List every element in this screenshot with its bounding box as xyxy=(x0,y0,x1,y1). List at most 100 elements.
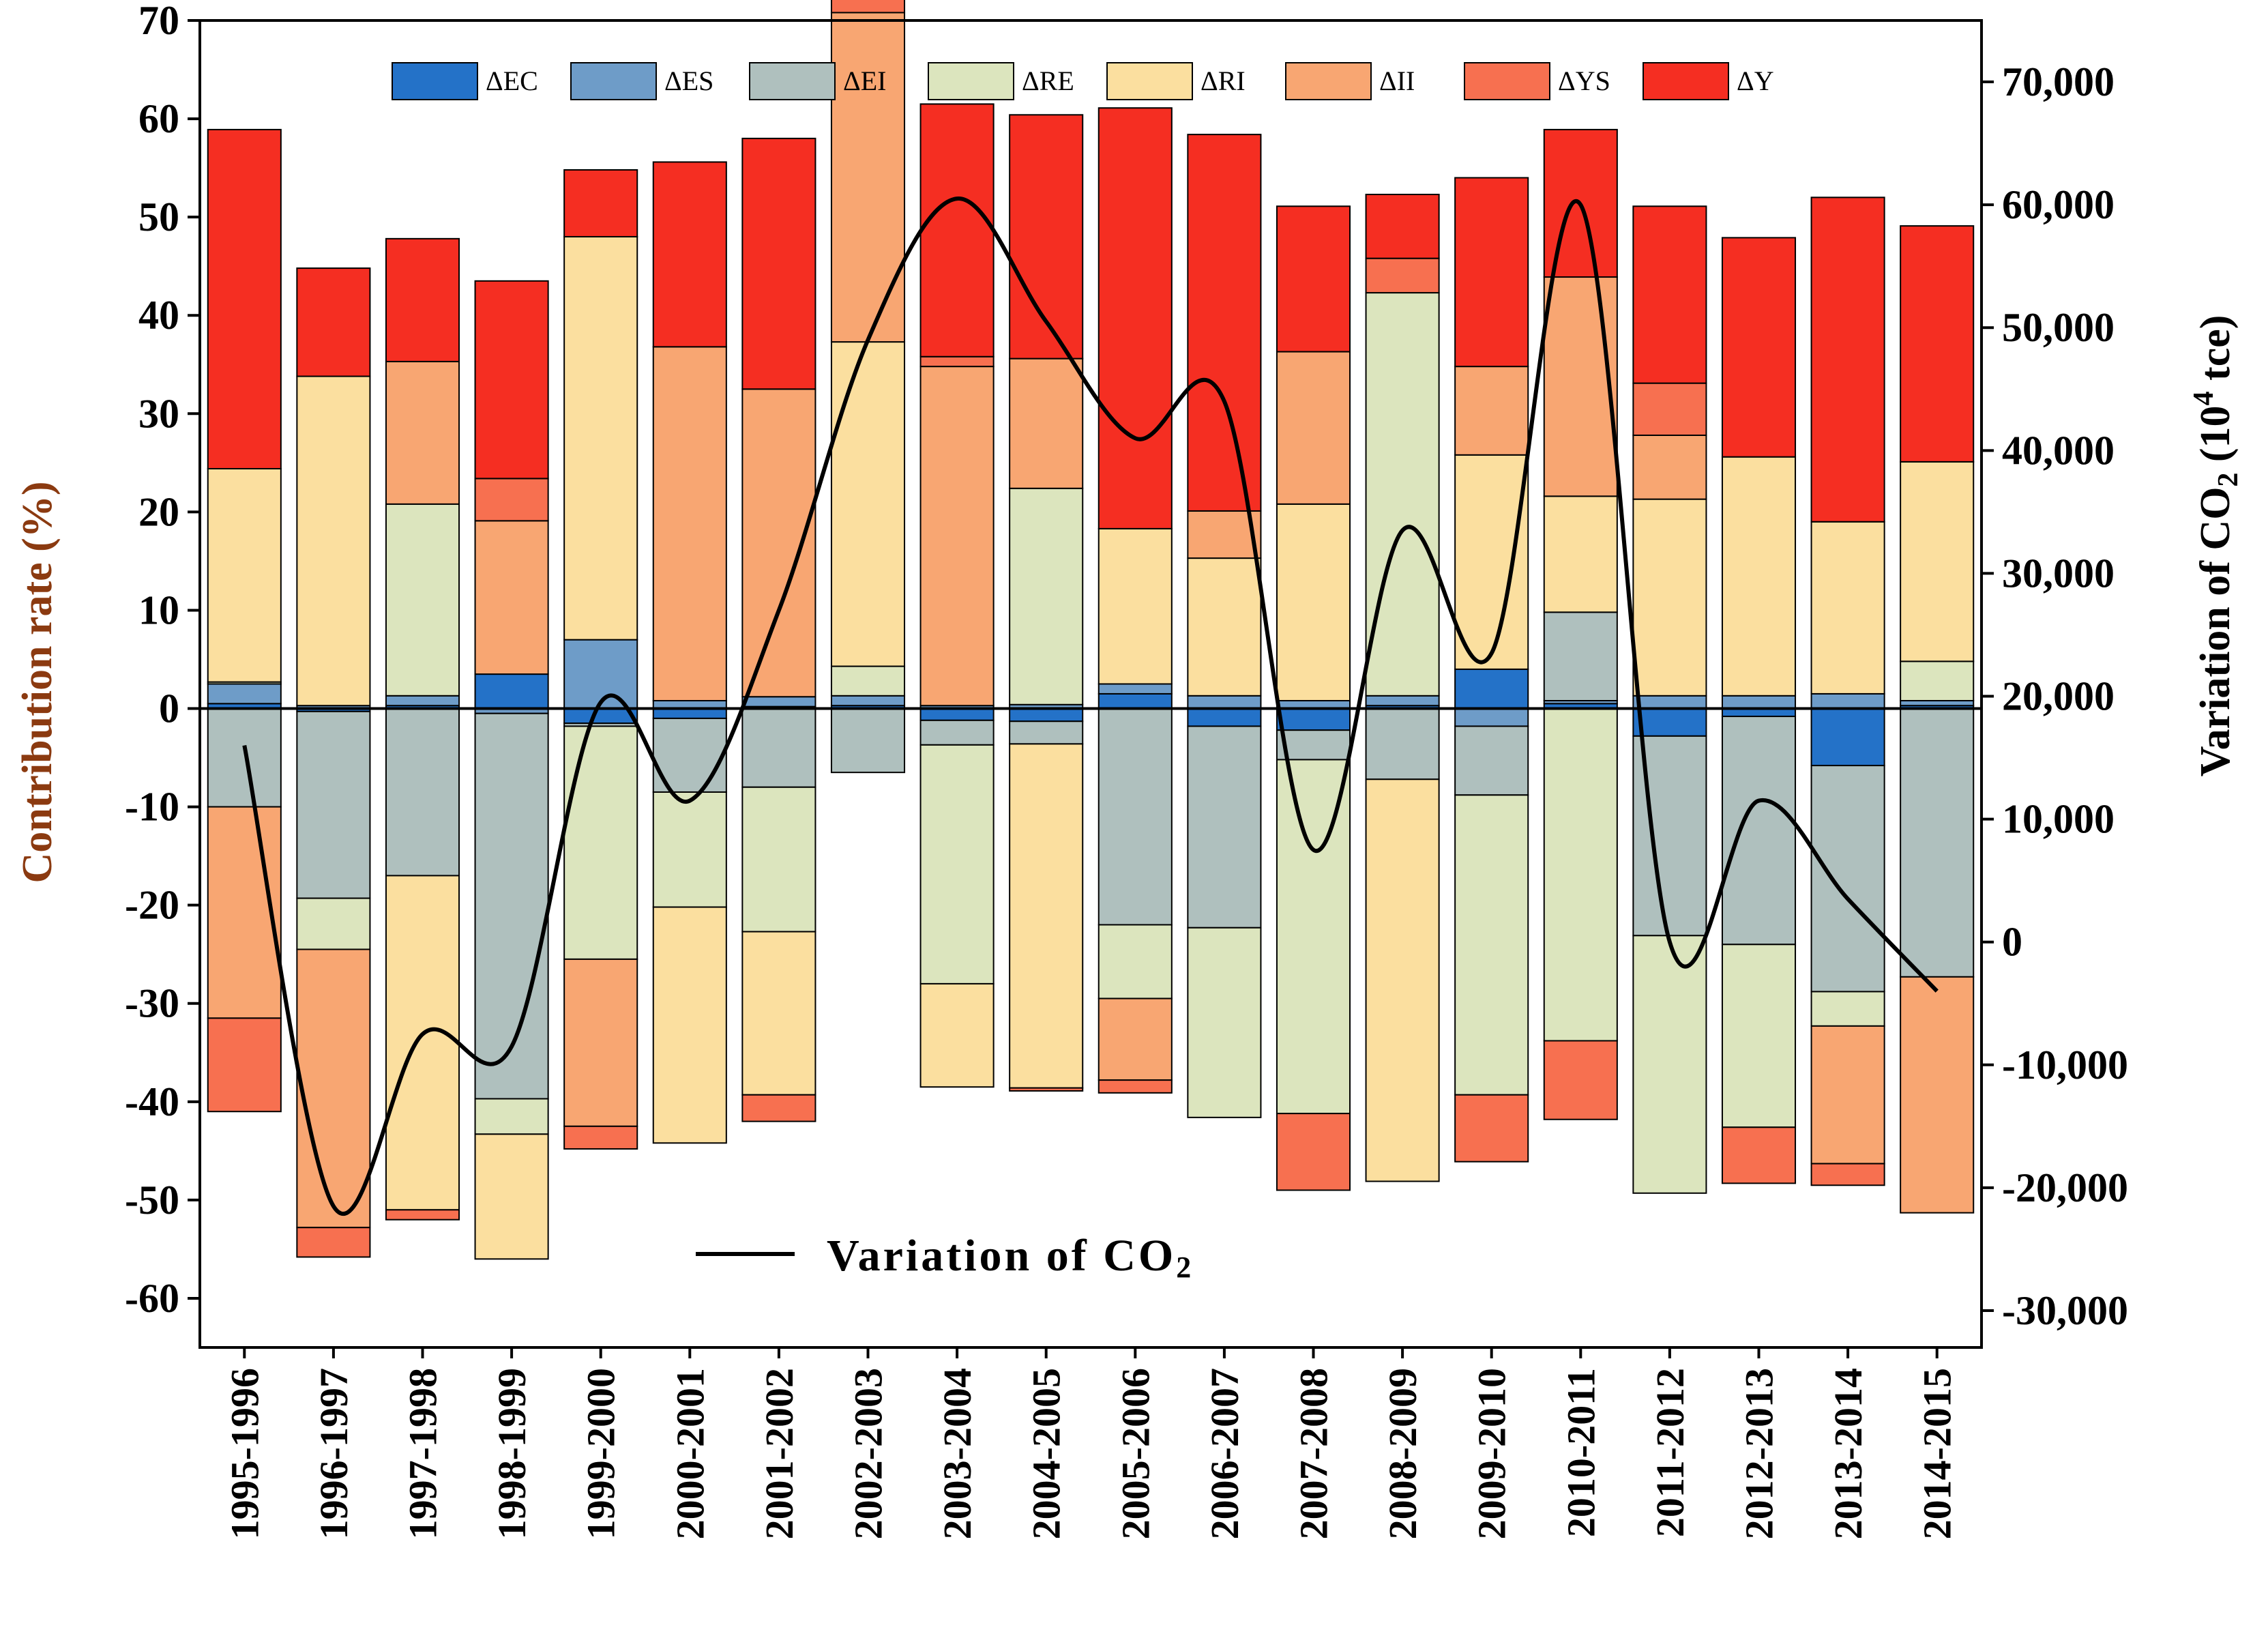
bar-segment-2002-2003-s4 xyxy=(830,341,906,667)
line-legend: Variation of CO2 xyxy=(696,1231,1194,1284)
bar-segment-2006-2007-s2 xyxy=(1187,725,1262,929)
x-tick-label: 1997-1998 xyxy=(401,1368,445,1539)
bar-segment-1999-2000-s0 xyxy=(563,707,638,725)
bar-segment-2005-2006-s0 xyxy=(1098,692,1173,710)
legend-label: ΔRE xyxy=(1022,65,1074,96)
bar-segment-2000-2001-s5 xyxy=(652,346,727,701)
legend-label: ΔEI xyxy=(843,65,886,96)
bar-segment-1995-1996-s2 xyxy=(207,707,282,808)
bar-segment-1996-1997-s6 xyxy=(296,1227,371,1258)
bar-segment-2007-2008-s4 xyxy=(1276,503,1351,701)
legend: ΔEC ΔES ΔEI ΔRE ΔRI ΔII ΔYS ΔY xyxy=(392,62,1774,100)
bar-segment-1998-1999-s3 xyxy=(474,1098,549,1135)
bar-segment-1996-1997-s4 xyxy=(296,375,371,707)
left-tick-label: -20 xyxy=(125,883,179,928)
left-tick-label: 20 xyxy=(138,489,179,534)
right-axis-title-unit-superscript: 4 xyxy=(2188,391,2220,405)
bar-segment-2012-2013-s6 xyxy=(1721,1126,1797,1184)
bar-segment-2004-2005-s0 xyxy=(1009,707,1084,723)
right-tick-label: -30,000 xyxy=(2002,1288,2128,1333)
bar-segment-2013-2014-s4 xyxy=(1810,521,1885,695)
left-tick-label: -10 xyxy=(125,785,179,830)
line-legend-label: Variation of CO2 xyxy=(827,1231,1194,1284)
bar-segment-2002-2003-s3 xyxy=(830,665,906,697)
x-tick-label: 2003-2004 xyxy=(935,1368,980,1539)
bar-segment-2014-2015-s1 xyxy=(1900,699,1975,707)
bar-segment-2008-2009-s6 xyxy=(1365,257,1440,294)
bar-segment-2002-2003-s5 xyxy=(830,12,906,343)
line-legend-label-subscript: 2 xyxy=(1176,1251,1194,1284)
bar-segment-2007-2008-s0 xyxy=(1276,707,1351,731)
bar-segment-1995-1996-s5 xyxy=(207,806,282,1019)
legend-swatch xyxy=(1643,62,1729,100)
bar-segment-1999-2000-s6 xyxy=(563,1125,638,1150)
bar-segment-1999-2000-s3 xyxy=(563,725,638,960)
bar-segment-2008-2009-s7 xyxy=(1365,194,1440,259)
bar-segment-2001-2002-s7 xyxy=(741,137,816,390)
bar-segment-2001-2002-s2 xyxy=(741,707,816,788)
x-tick-label: 1996-1997 xyxy=(312,1368,356,1539)
left-tick-label: -60 xyxy=(125,1276,179,1321)
bar-segment-2010-2011-s5 xyxy=(1543,276,1618,497)
legend-label: ΔII xyxy=(1379,65,1415,96)
bar-segment-2007-2008-s5 xyxy=(1276,351,1351,505)
bar-segment-2001-2002-s5 xyxy=(741,388,816,698)
x-tick-label: 2014-2015 xyxy=(1915,1368,1960,1539)
bar-segment-2000-2001-s7 xyxy=(652,161,727,348)
bar-segment-2006-2007-s0 xyxy=(1187,707,1262,727)
bar-segment-2005-2006-s6 xyxy=(1098,1079,1173,1094)
bars-layer xyxy=(207,0,1975,1260)
legend-swatch xyxy=(392,62,478,100)
bar-segment-2002-2003-s1 xyxy=(830,695,906,707)
left-tick-label: 10 xyxy=(138,587,179,632)
bar-segment-2003-2004-s0 xyxy=(919,707,995,721)
bar-segment-1998-1999-s5 xyxy=(474,520,549,675)
right-axis-title-unit-open: (10 xyxy=(2192,405,2239,472)
bar-segment-2010-2011-s6 xyxy=(1543,1040,1618,1120)
bar-segment-2000-2001-s4 xyxy=(652,906,727,1144)
bar-segment-2011-2012-s4 xyxy=(1632,498,1707,697)
bar-segment-2003-2004-s3 xyxy=(919,744,995,984)
x-axis-ticks: 1995-1996 1996-1997 1997-1998 1998-1999 1999… xyxy=(222,1347,1960,1539)
bar-segment-2005-2006-s3 xyxy=(1098,924,1173,1000)
bar-segment-2011-2012-s6 xyxy=(1632,382,1707,436)
right-axis-title-subscript: 2 xyxy=(2213,473,2244,487)
legend-label: ΔEC xyxy=(486,65,538,96)
bar-segment-2003-2004-s2 xyxy=(919,719,995,746)
bar-segment-2004-2005-s7 xyxy=(1009,114,1084,360)
bar-segment-2010-2011-s4 xyxy=(1543,495,1618,613)
x-tick-label: 2001-2002 xyxy=(757,1368,801,1539)
left-tick-label: 0 xyxy=(159,686,179,731)
right-tick-label: 20,000 xyxy=(2002,674,2115,719)
left-tick-label: -50 xyxy=(125,1178,179,1223)
bar-segment-2008-2009-s3 xyxy=(1365,292,1440,697)
bar-segment-2003-2004-s4 xyxy=(919,982,995,1088)
bar-segment-2005-2006-s5 xyxy=(1098,997,1173,1081)
plot-frame xyxy=(198,19,1983,1349)
legend-swatch xyxy=(570,62,657,100)
left-tick-label: 50 xyxy=(138,194,179,239)
legend-label: ΔES xyxy=(664,65,713,96)
right-tick-label: 60,000 xyxy=(2002,182,2115,227)
bar-segment-1996-1997-s5 xyxy=(296,948,371,1229)
x-tick-label: 2009-2010 xyxy=(1470,1368,1514,1539)
right-axis-title: Variation of CO2 (104 tce) xyxy=(2188,315,2244,777)
legend-swatch xyxy=(928,62,1014,100)
bar-segment-1998-1999-s4 xyxy=(474,1133,549,1260)
legend-swatch xyxy=(1464,62,1550,100)
legend-swatch xyxy=(1285,62,1372,100)
right-axis-title-main: Variation of CO xyxy=(2192,487,2239,777)
bar-segment-2006-2007-s7 xyxy=(1187,134,1262,512)
bar-segment-2004-2005-s6 xyxy=(1009,1087,1084,1092)
left-tick-label: 30 xyxy=(138,391,179,436)
bar-segment-2001-2002-s1 xyxy=(741,696,816,707)
bar-segment-2009-2010-s3 xyxy=(1454,794,1529,1096)
bar-segment-2013-2014-s1 xyxy=(1810,692,1885,710)
x-tick-label: 2010-2011 xyxy=(1559,1368,1603,1537)
bar-segment-2010-2011-s3 xyxy=(1543,707,1618,1042)
right-axis-ticks: 70,000 60,000 50,000 40,000 30,000 20,000 10,0… xyxy=(1982,59,2128,1333)
x-tick-label: 2013-2014 xyxy=(1826,1368,1870,1539)
legend-label: ΔYS xyxy=(1558,65,1610,96)
bar-segment-1996-1997-s2 xyxy=(296,710,371,899)
